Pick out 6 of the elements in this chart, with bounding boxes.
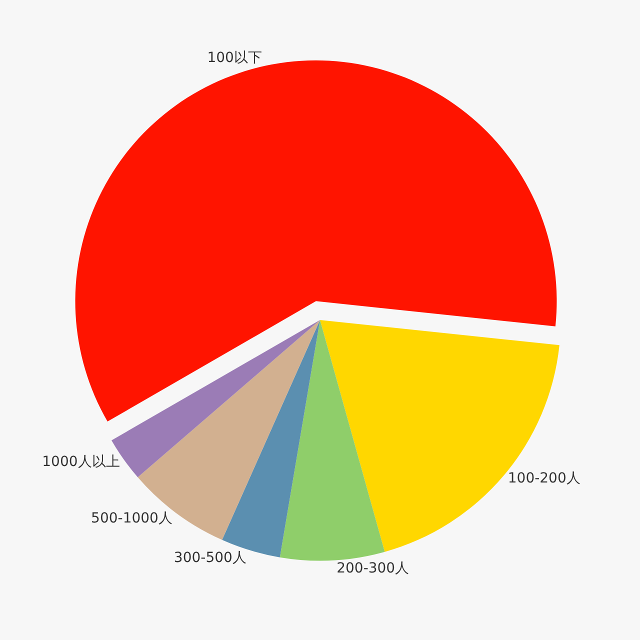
slice-label: 1000人以上: [42, 454, 120, 470]
slice-label: 300-500人: [174, 550, 246, 566]
slice-label: 200-300人: [336, 560, 410, 576]
slice-label: 100-200人: [508, 470, 580, 487]
slice-label: 500-1000人: [91, 510, 172, 526]
slice-label: 100以下: [207, 50, 262, 66]
